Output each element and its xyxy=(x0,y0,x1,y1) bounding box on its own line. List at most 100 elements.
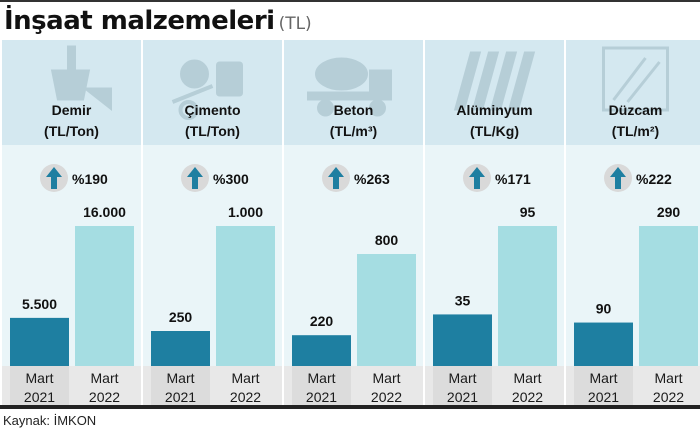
tick-label: 2021 xyxy=(165,389,196,405)
arrow-up-glyph xyxy=(187,167,203,189)
mixer-wheel xyxy=(178,100,199,120)
mixer-bag xyxy=(216,61,243,97)
value-label: 5.500 xyxy=(22,296,57,312)
truck-wheel-front xyxy=(369,99,386,117)
tick-label: 2022 xyxy=(653,389,684,405)
tick-label: Mart xyxy=(308,370,336,386)
top-rule xyxy=(0,0,700,2)
sheet-fold xyxy=(453,51,482,111)
tick-label: Mart xyxy=(26,370,54,386)
tick-label: 2022 xyxy=(512,389,543,405)
tick-label: Mart xyxy=(373,370,401,386)
axis-cell xyxy=(151,366,210,409)
sheet-fold xyxy=(471,51,500,111)
mixer-drum xyxy=(180,59,209,89)
arrow-up-glyph xyxy=(328,167,344,189)
change-percent: %171 xyxy=(495,171,531,187)
ladle-body xyxy=(50,69,91,101)
axis-cell xyxy=(10,366,69,409)
bar-2021 xyxy=(574,322,633,366)
material-name: Beton xyxy=(334,102,374,118)
material-unit: (TL/Ton) xyxy=(185,123,240,139)
tick-label: 2021 xyxy=(24,389,55,405)
tick-label: 2021 xyxy=(306,389,337,405)
tick-label: Mart xyxy=(590,370,618,386)
pane-glare xyxy=(626,61,661,103)
axis-cell xyxy=(639,366,698,409)
title-unit: (TL) xyxy=(278,14,312,34)
ladle-pour xyxy=(82,87,112,112)
source-note: Kaynak: İMKON xyxy=(3,413,97,428)
axis-cell xyxy=(433,366,492,409)
arrow-up-glyph xyxy=(46,167,62,189)
value-label: 800 xyxy=(375,232,399,248)
axis-cell xyxy=(357,366,416,409)
material-panel: Alüminyum (TL/Kg) %171 35 Mart 2021 95 Mart 2022 xyxy=(425,40,564,409)
truck-drum xyxy=(315,57,368,91)
axis-cell xyxy=(498,366,557,409)
value-label: 95 xyxy=(520,204,536,220)
truck-chassis xyxy=(307,91,392,101)
bar-2021 xyxy=(292,335,351,366)
value-label: 290 xyxy=(657,204,681,220)
material-unit: (TL/m²) xyxy=(612,123,659,139)
tick-label: Mart xyxy=(514,370,542,386)
mixer-arm xyxy=(171,84,214,104)
tick-label: 2022 xyxy=(89,389,120,405)
axis-cell xyxy=(216,366,275,409)
steel-ladle-icon xyxy=(50,45,112,112)
sheet-fold xyxy=(507,51,536,111)
material-unit: (TL/Ton) xyxy=(44,123,99,139)
bar-2021 xyxy=(10,317,69,366)
bar-2022 xyxy=(498,226,557,366)
concrete-truck-icon xyxy=(307,57,392,117)
bar-2022 xyxy=(357,254,416,366)
axis-cell xyxy=(574,366,633,409)
arrow-up-glyph xyxy=(469,167,485,189)
title-row: İnşaat malzemeleri (TL) xyxy=(4,6,312,36)
chart: Demir (TL/Ton) %190 5.500 Mart 2021 16.000 Mart… xyxy=(0,40,700,409)
tick-label: Mart xyxy=(167,370,195,386)
tick-label: 2022 xyxy=(371,389,402,405)
chart-title: İnşaat malzemeleri xyxy=(4,6,275,36)
tick-label: Mart xyxy=(655,370,683,386)
arrow-up-glyph xyxy=(610,167,626,189)
material-name: Alüminyum xyxy=(456,102,532,118)
cement-mixer-icon xyxy=(171,59,243,120)
value-label: 90 xyxy=(596,301,612,317)
glass-pane-icon xyxy=(602,46,669,112)
tick-label: Mart xyxy=(449,370,477,386)
tick-label: 2021 xyxy=(588,389,619,405)
axis-baseline xyxy=(0,405,700,409)
material-name: Çimento xyxy=(185,102,241,118)
material-panel: Demir (TL/Ton) %190 5.500 Mart 2021 16.000 Mart… xyxy=(2,40,141,409)
sheet-fold xyxy=(489,51,518,111)
panel-header-bg xyxy=(143,40,282,145)
change-percent: %263 xyxy=(354,171,390,187)
change-percent: %190 xyxy=(72,171,108,187)
change-percent: %300 xyxy=(213,171,249,187)
bar-2022 xyxy=(75,226,134,366)
ladle-handle xyxy=(67,45,76,73)
tick-label: Mart xyxy=(232,370,260,386)
material-panel: Düzcam (TL/m²) %222 90 Mart 2021 290 Mart 2022 xyxy=(566,40,700,409)
value-label: 250 xyxy=(169,309,193,325)
value-label: 16.000 xyxy=(83,204,126,220)
bar-2021 xyxy=(151,331,210,366)
value-label: 220 xyxy=(310,313,334,329)
material-panel: Beton (TL/m³) %263 220 Mart 2021 800 Mart 2022 xyxy=(284,40,423,409)
tick-label: 2022 xyxy=(230,389,261,405)
material-name: Düzcam xyxy=(609,102,663,118)
bar-2021 xyxy=(433,314,492,366)
tick-label: 2021 xyxy=(447,389,478,405)
pane-glare xyxy=(612,57,647,101)
material-unit: (TL/Kg) xyxy=(470,123,519,139)
tick-label: Mart xyxy=(91,370,119,386)
bar-2022 xyxy=(216,226,275,366)
value-label: 1.000 xyxy=(228,204,263,220)
material-name: Demir xyxy=(52,102,92,118)
axis-cell xyxy=(75,366,134,409)
bar-2022 xyxy=(639,226,698,366)
panel-header-bg xyxy=(566,40,700,145)
change-percent: %222 xyxy=(636,171,672,187)
